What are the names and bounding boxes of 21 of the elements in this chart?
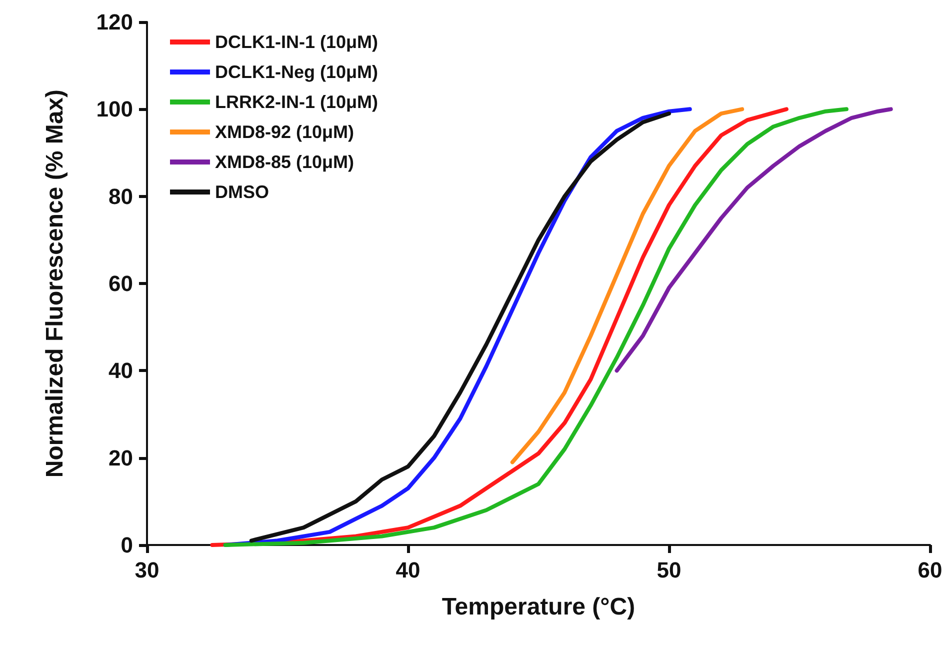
y-tick-label: 100	[96, 96, 133, 122]
legend-label: XMD8-92 (10μM)	[215, 122, 354, 142]
legend-label: DCLK1-IN-1 (10μM)	[215, 32, 378, 52]
legend-label: XMD8-85 (10μM)	[215, 152, 354, 172]
x-tick-label: 30	[134, 558, 160, 582]
line-series	[510, 107, 744, 464]
x-tick-label: 40	[396, 558, 420, 582]
y-tick-label: 40	[108, 358, 133, 384]
y-tick-label: 80	[108, 184, 133, 209]
y-tick-label: 60	[108, 271, 133, 296]
y-tick-label: 0	[120, 532, 133, 558]
legend-label: LRRK2-IN-1 (10μM)	[215, 92, 378, 112]
x-tick-label: 50	[656, 558, 682, 582]
x-axis-title: Temperature (°C)	[442, 594, 636, 620]
y-tick-label: 120	[96, 10, 133, 34]
legend-label: DCLK1-Neg (10μM)	[215, 62, 378, 82]
x-tick-label: 60	[918, 558, 942, 582]
y-axis-title: Normalized Fluorescence (% Max)	[42, 89, 68, 478]
y-tick-label: 20	[108, 445, 133, 470]
legend-label: DMSO	[215, 182, 269, 202]
line-series	[614, 107, 893, 373]
